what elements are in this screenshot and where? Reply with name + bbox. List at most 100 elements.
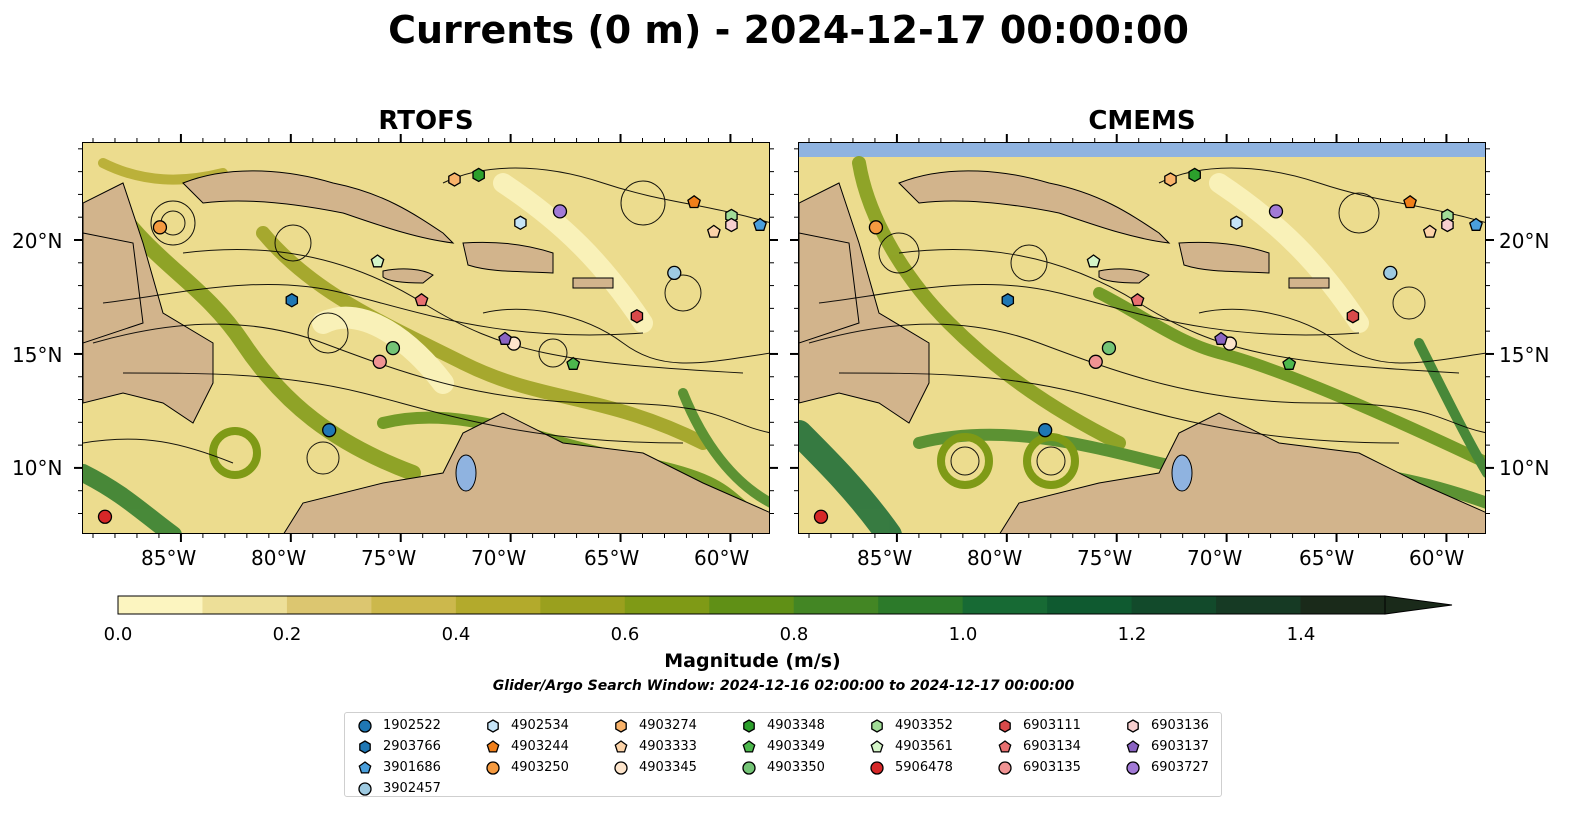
legend-label: 4903250 (511, 760, 569, 775)
colorbar-segment (540, 596, 626, 614)
circle-marker-icon (614, 760, 628, 775)
legend-item-6903111: 6903111 (997, 715, 1081, 736)
map-cmems-canvas (799, 143, 1485, 533)
legend-item-3902457: 3902457 (357, 778, 441, 799)
circle-marker-icon (870, 760, 884, 775)
landmass-yucatan (83, 232, 144, 344)
colorbar-tick-1: 0.2 (272, 624, 302, 645)
float-marker-2903766 (1001, 293, 1015, 308)
float-marker-4903349 (1282, 356, 1297, 370)
float-marker-5906478 (97, 509, 113, 524)
legend-label: 4903274 (639, 718, 697, 733)
float-marker-6903137 (498, 331, 512, 345)
landmass-puerto-rico (572, 277, 614, 289)
float-marker-4903244 (1403, 195, 1417, 209)
circle-marker-icon (358, 718, 372, 733)
float-marker-6903111 (630, 308, 644, 324)
float-marker-6903727 (552, 204, 568, 219)
float-marker-4903250 (152, 220, 168, 235)
colorbar-segment (962, 596, 1048, 614)
colorbar-segment (202, 596, 288, 614)
hexagon-marker-icon (359, 739, 371, 754)
float-marker-4903349 (566, 356, 581, 370)
legend-label: 3901686 (383, 760, 441, 775)
float-legend: 1902522 2903766 3901686 3902457 4902534 49032… (344, 712, 1222, 797)
float-marker-6903134 (1130, 293, 1145, 307)
float-marker-4903333 (1422, 224, 1437, 238)
lon-tick-75w-left: 75°W (361, 546, 417, 570)
circle-marker-icon (1126, 760, 1140, 775)
colorbar-segment (1216, 596, 1302, 614)
lon-tick-75w-right: 75°W (1077, 546, 1133, 570)
pentagon-marker-icon (358, 760, 372, 774)
landmass-jamaica (382, 268, 434, 284)
float-marker-6903134 (414, 293, 429, 307)
float-marker-6903135 (1088, 354, 1103, 369)
hexagon-marker-icon (871, 718, 883, 733)
legend-label: 4903244 (511, 739, 569, 754)
colorbar (117, 595, 1453, 615)
colorbar-segment (1131, 596, 1217, 614)
hexagon-marker-icon (1127, 718, 1139, 733)
circle-marker-icon (486, 760, 500, 775)
colorbar-segment (878, 596, 964, 614)
legend-item-6903136: 6903136 (1125, 715, 1209, 736)
legend-label: 4903350 (767, 760, 825, 775)
colorbar-segment (793, 596, 879, 614)
landmass-cuba (182, 170, 455, 244)
legend-item-4903244: 4903244 (485, 736, 569, 757)
legend-item-6903134: 6903134 (997, 736, 1081, 757)
colorbar-segment (118, 596, 203, 614)
float-marker-6903727 (1268, 204, 1284, 219)
lon-tick-65w-left: 65°W (584, 546, 640, 570)
float-marker-4903561 (1086, 254, 1101, 268)
float-marker-4902534 (1230, 215, 1243, 231)
map-rtofs-canvas (83, 143, 769, 533)
legend-item-4903274: 4903274 (613, 715, 697, 736)
legend-label: 1902522 (383, 718, 441, 733)
legend-label: 4903333 (639, 739, 697, 754)
float-marker-1902522 (1038, 423, 1053, 438)
lon-tick-80w-right: 80°W (967, 546, 1023, 570)
landmass-hispaniola (462, 241, 554, 274)
panel-title-cmems: CMEMS (1088, 106, 1196, 136)
colorbar-segment (1047, 596, 1133, 614)
circle-marker-icon (998, 760, 1012, 775)
float-marker-4903274 (448, 172, 461, 187)
pentagon-marker-icon (1126, 739, 1140, 753)
float-marker-2903766 (285, 293, 299, 308)
hexagon-marker-icon (615, 718, 627, 733)
float-marker-3902457 (667, 265, 682, 281)
float-marker-6903136 (1441, 217, 1454, 233)
legend-item-5906478: 5906478 (869, 757, 953, 778)
float-marker-4903250 (868, 220, 884, 235)
lat-tick-10n-right: 10°N (1499, 456, 1550, 480)
float-marker-5906478 (813, 509, 829, 524)
legend-item-4903333: 4903333 (613, 736, 697, 757)
float-marker-4903348 (472, 167, 485, 183)
lon-tick-65w-right: 65°W (1299, 546, 1355, 570)
float-marker-3901686 (1469, 217, 1483, 231)
circle-marker-icon (358, 781, 372, 796)
colorbar-label: Magnitude (m/s) (664, 650, 841, 672)
legend-label: 4903345 (639, 760, 697, 775)
lon-tick-60w-right: 60°W (1409, 546, 1465, 570)
float-markers-rtofs (97, 167, 767, 524)
legend-item-4903250: 4903250 (485, 757, 569, 778)
legend-label: 4903352 (895, 718, 953, 733)
lat-tick-15n-right: 15°N (1499, 343, 1550, 367)
colorbar-tick-6: 1.2 (1117, 624, 1147, 645)
legend-label: 5906478 (895, 760, 953, 775)
legend-label: 6903134 (1023, 739, 1081, 754)
colorbar-tick-3: 0.6 (610, 624, 640, 645)
axis-ticks (74, 134, 1494, 542)
lat-tick-15n-left: 15°N (12, 343, 63, 367)
map-cmems[interactable] (798, 142, 1486, 534)
legend-item-4903348: 4903348 (741, 715, 825, 736)
legend-item-6903727: 6903727 (1125, 757, 1209, 778)
map-rtofs[interactable] (82, 142, 770, 534)
pentagon-marker-icon (870, 739, 884, 753)
pentagon-marker-icon (614, 739, 628, 753)
colorbar-tick-2: 0.4 (441, 624, 471, 645)
colorbar-tick-4: 0.8 (779, 624, 809, 645)
